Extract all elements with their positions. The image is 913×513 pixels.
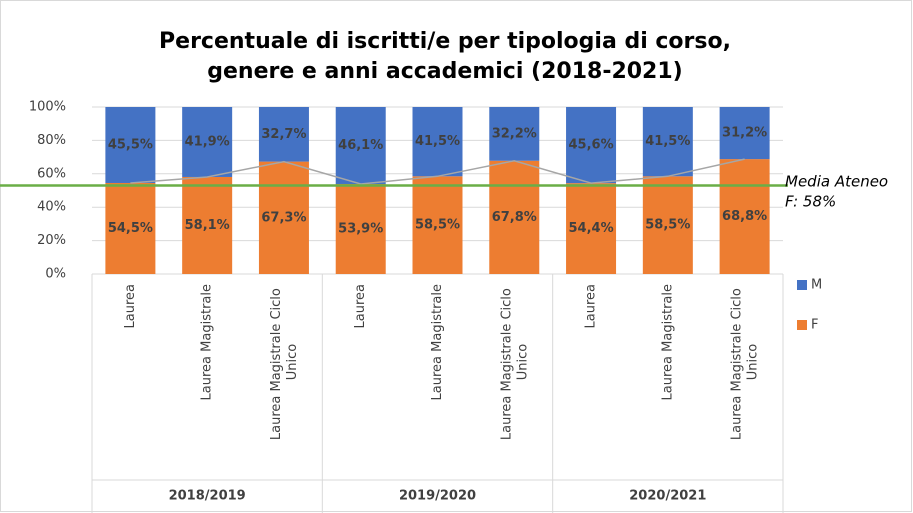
chart-title: genere e anni accademici (2018-2021)	[207, 59, 682, 84]
bar-segment	[412, 176, 463, 274]
x-tick-label: Laurea	[584, 284, 599, 328]
x-tick-label: Laurea Magistrale Ciclo Unico	[499, 284, 530, 440]
bar-segment	[719, 159, 770, 274]
value-label: 67,8%	[492, 210, 537, 225]
bar-segment	[566, 183, 617, 274]
group-label: 2018/2019	[169, 489, 246, 504]
value-label: 45,5%	[108, 137, 153, 152]
y-tick-label: 80%	[37, 133, 66, 148]
x-tick-label: Laurea Magistrale Ciclo Unico	[729, 284, 760, 440]
bar-segment	[258, 161, 309, 274]
value-label: 32,7%	[261, 127, 306, 142]
bar-segment	[182, 176, 233, 274]
x-tick-label-line: Unico	[745, 344, 760, 381]
legend-swatch	[797, 320, 807, 330]
bar-segment	[489, 107, 540, 161]
series-line	[130, 158, 745, 185]
value-label: 54,5%	[108, 221, 153, 236]
bar-segment	[566, 107, 617, 184]
annotation: Media Ateneo	[785, 173, 888, 191]
value-label: 54,4%	[569, 221, 614, 236]
value-label: 58,5%	[645, 218, 690, 233]
bar-segment	[258, 107, 309, 162]
legend-swatch	[797, 280, 807, 290]
x-tick-label-line: Laurea Magistrale Ciclo	[268, 284, 283, 440]
value-label: 31,2%	[722, 126, 767, 141]
y-tick-label: 0%	[45, 267, 66, 282]
bar-segment	[489, 160, 540, 274]
y-tick-label: 100%	[29, 100, 66, 115]
value-label: 58,5%	[415, 218, 460, 233]
x-tick-label-line: Laurea Magistrale Ciclo	[729, 284, 744, 440]
x-tick-label-line: Laurea Magistrale Ciclo	[499, 284, 514, 440]
x-tick-label: Laurea Magistrale	[660, 284, 675, 400]
legend-label: F	[811, 318, 818, 333]
group-label: 2020/2021	[629, 489, 706, 504]
chart-title: Percentuale di iscritti/e per tipologia …	[159, 29, 731, 54]
y-tick-label: 20%	[37, 233, 66, 248]
bar-segment	[335, 183, 386, 274]
bar-segment	[642, 107, 693, 177]
x-tick-label-line: Unico	[515, 344, 530, 381]
value-label: 41,9%	[185, 134, 230, 149]
bar-segment	[719, 107, 770, 160]
y-tick-label: 40%	[37, 200, 66, 215]
bar-segment	[105, 107, 156, 183]
value-label: 41,5%	[645, 134, 690, 149]
x-tick-label: Laurea	[353, 284, 368, 328]
y-tick-label: 60%	[37, 166, 66, 181]
x-tick-label: Laurea Magistrale Ciclo Unico	[268, 284, 299, 440]
bar-segment	[412, 107, 463, 177]
value-label: 45,6%	[569, 138, 614, 153]
value-label: 32,2%	[492, 126, 537, 141]
group-label: 2019/2020	[399, 489, 476, 504]
x-tick-label: Laurea Magistrale	[200, 284, 215, 400]
value-label: 41,5%	[415, 134, 460, 149]
bar-segment	[642, 176, 693, 274]
annotation: F: 58%	[785, 193, 836, 211]
x-tick-label: Laurea Magistrale	[430, 284, 445, 400]
legend-label: M	[811, 278, 822, 293]
value-label: 68,8%	[722, 209, 767, 224]
value-label: 58,1%	[185, 218, 230, 233]
x-tick-label-line: Unico	[284, 344, 299, 381]
value-label: 67,3%	[261, 210, 306, 225]
bar-segment	[105, 182, 156, 274]
x-tick-label: Laurea	[123, 284, 138, 328]
value-label: 46,1%	[338, 138, 383, 153]
bar-segment	[182, 107, 233, 177]
value-label: 53,9%	[338, 221, 383, 236]
bar-segment	[335, 107, 386, 184]
